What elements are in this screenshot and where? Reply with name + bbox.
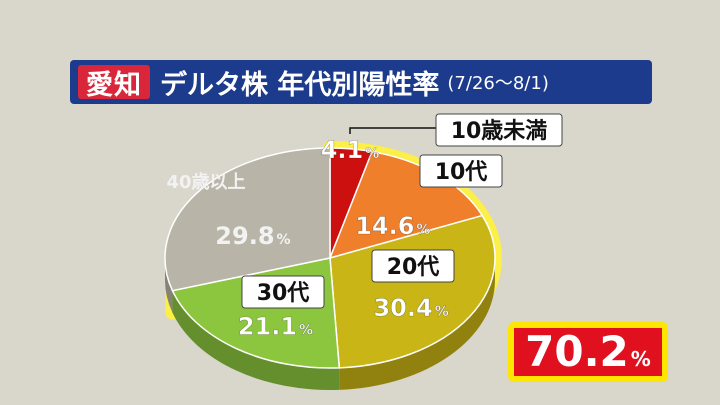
highlight-total-box: 70.2 % — [508, 322, 668, 382]
category-label-4: 40歳以上 — [166, 172, 245, 193]
value-label-1: 14.6% — [355, 212, 430, 240]
category-box-1 — [419, 154, 503, 188]
category-label-3: 30代 — [257, 281, 310, 306]
pie-slice-4 — [164, 147, 331, 292]
category-box-3 — [241, 275, 325, 309]
leader-line-0 — [349, 127, 436, 134]
value-label-2: 30.4% — [373, 294, 448, 322]
category-label-1: 10代 — [435, 160, 488, 185]
highlight-total-inner: 70.2 % — [514, 328, 662, 376]
pie-side-3 — [172, 290, 340, 390]
category-box-0 — [435, 113, 563, 147]
value-label-4: 29.8% — [215, 222, 290, 250]
title-bar: 愛知 デルタ株 年代別陽性率 (7/26〜8/1) — [70, 60, 652, 104]
highlight-total-unit: % — [630, 347, 651, 371]
pie-side-4 — [165, 258, 173, 313]
chart-title: デルタ株 年代別陽性率 — [160, 69, 440, 101]
value-label-3: 21.1% — [238, 312, 313, 340]
prefecture-badge: 愛知 — [78, 65, 150, 101]
category-box-2 — [371, 249, 455, 283]
pie-side-2 — [339, 258, 495, 390]
category-label-2: 20代 — [387, 255, 440, 280]
value-label-0: 4.1% — [321, 136, 380, 164]
period-label: (7/26〜8/1) — [447, 73, 549, 94]
highlight-total-value: 70.2 — [525, 327, 629, 376]
category-label-0: 10歳未満 — [451, 118, 548, 144]
